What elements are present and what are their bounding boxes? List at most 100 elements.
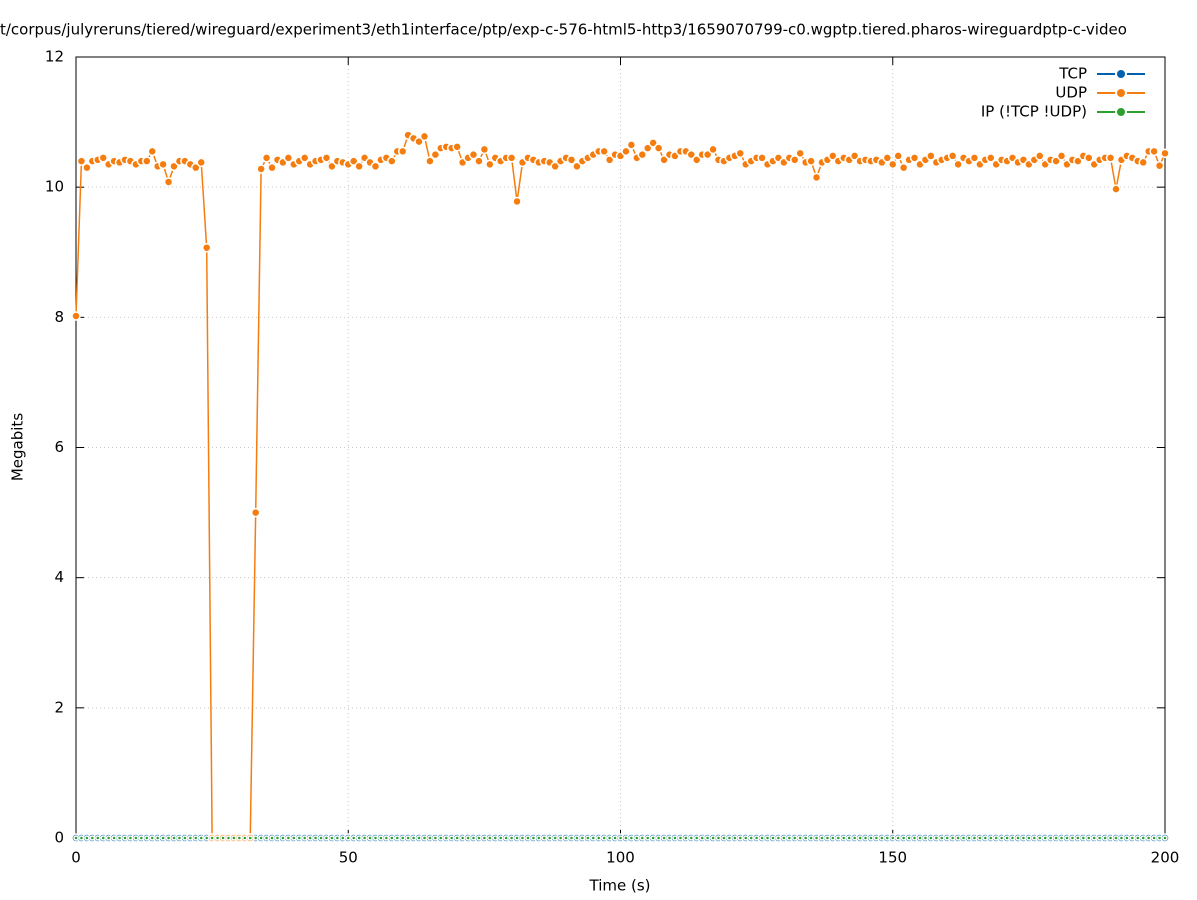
data-point bbox=[187, 835, 194, 841]
data-point bbox=[1151, 835, 1157, 841]
y-tick-label: 4 bbox=[54, 568, 64, 586]
data-point bbox=[977, 835, 983, 841]
data-point bbox=[786, 835, 793, 841]
data-point bbox=[775, 835, 782, 841]
data-point bbox=[939, 835, 945, 841]
data-point bbox=[138, 835, 145, 841]
data-point bbox=[1102, 835, 1108, 841]
y-axis-label: Megabits bbox=[9, 413, 27, 481]
data-point bbox=[394, 835, 401, 841]
data-point bbox=[236, 835, 243, 841]
data-point bbox=[626, 140, 637, 150]
data-point bbox=[367, 835, 373, 841]
data-point bbox=[214, 835, 221, 841]
legend-swatch bbox=[1115, 106, 1127, 118]
data-point bbox=[811, 172, 822, 183]
data-point bbox=[552, 835, 558, 841]
series-line bbox=[75, 133, 1166, 839]
data-point bbox=[372, 835, 379, 841]
data-point bbox=[231, 835, 237, 841]
data-point bbox=[280, 835, 286, 841]
data-point bbox=[893, 151, 903, 161]
data-point bbox=[748, 835, 754, 841]
data-point bbox=[922, 835, 929, 841]
data-point bbox=[1086, 835, 1092, 841]
data-point bbox=[84, 835, 90, 841]
data-point bbox=[928, 835, 934, 841]
data-point bbox=[261, 153, 272, 163]
data-point bbox=[76, 156, 87, 166]
data-point bbox=[299, 153, 310, 163]
data-point bbox=[370, 161, 381, 172]
data-point bbox=[416, 835, 422, 841]
data-point bbox=[258, 835, 264, 841]
data-point bbox=[182, 835, 188, 841]
data-point bbox=[595, 835, 602, 841]
data-point bbox=[1118, 835, 1125, 841]
data-point bbox=[519, 835, 526, 841]
data-point bbox=[601, 835, 607, 841]
data-point bbox=[898, 162, 909, 173]
data-point bbox=[735, 148, 746, 159]
data-point bbox=[955, 835, 961, 841]
x-tick-label: 0 bbox=[71, 849, 81, 867]
data-point bbox=[98, 153, 108, 163]
data-point bbox=[1091, 835, 1097, 841]
data-point bbox=[888, 159, 898, 170]
data-point bbox=[806, 156, 816, 166]
data-point bbox=[397, 146, 408, 157]
data-point bbox=[508, 835, 515, 841]
data-point bbox=[971, 835, 978, 841]
data-point bbox=[1156, 835, 1163, 841]
data-point bbox=[225, 835, 232, 841]
data-point bbox=[448, 835, 455, 841]
data-point bbox=[71, 311, 81, 321]
data-point bbox=[487, 835, 493, 841]
data-point bbox=[474, 156, 484, 166]
data-point bbox=[201, 242, 212, 253]
data-point bbox=[1042, 835, 1048, 841]
data-point bbox=[465, 835, 471, 841]
data-point bbox=[82, 162, 92, 173]
data-point bbox=[198, 835, 204, 841]
data-point bbox=[350, 835, 357, 841]
data-point bbox=[693, 835, 700, 841]
data-point bbox=[966, 835, 972, 841]
data-point bbox=[770, 835, 776, 841]
data-point bbox=[1129, 835, 1136, 841]
data-point bbox=[485, 159, 495, 170]
legend-swatch bbox=[1115, 68, 1127, 80]
data-point bbox=[525, 835, 531, 841]
data-point bbox=[808, 835, 814, 841]
data-point bbox=[628, 835, 635, 841]
data-point bbox=[256, 164, 266, 174]
data-point bbox=[78, 835, 85, 841]
data-point bbox=[1009, 835, 1016, 841]
data-point bbox=[1075, 835, 1081, 841]
data-point bbox=[421, 835, 428, 841]
data-point bbox=[154, 835, 161, 841]
data-point bbox=[933, 835, 940, 841]
data-point bbox=[650, 835, 656, 841]
data-point bbox=[541, 835, 548, 841]
data-point bbox=[737, 835, 744, 841]
data-point bbox=[454, 835, 460, 841]
data-point bbox=[906, 835, 912, 841]
data-point bbox=[252, 835, 259, 841]
data-point bbox=[387, 156, 397, 166]
data-point bbox=[144, 835, 150, 841]
data-point bbox=[1031, 835, 1038, 841]
data-point bbox=[795, 148, 805, 159]
legend-label: IP (!TCP !UDP) bbox=[981, 103, 1087, 121]
data-point bbox=[438, 835, 444, 841]
data-point bbox=[530, 835, 537, 841]
legend-swatch bbox=[1115, 87, 1127, 99]
data-point bbox=[425, 156, 435, 166]
data-point bbox=[1015, 835, 1021, 841]
data-point bbox=[356, 835, 362, 841]
data-point bbox=[634, 835, 640, 841]
data-point bbox=[944, 835, 950, 841]
data-point bbox=[220, 835, 226, 841]
data-point bbox=[160, 835, 166, 841]
